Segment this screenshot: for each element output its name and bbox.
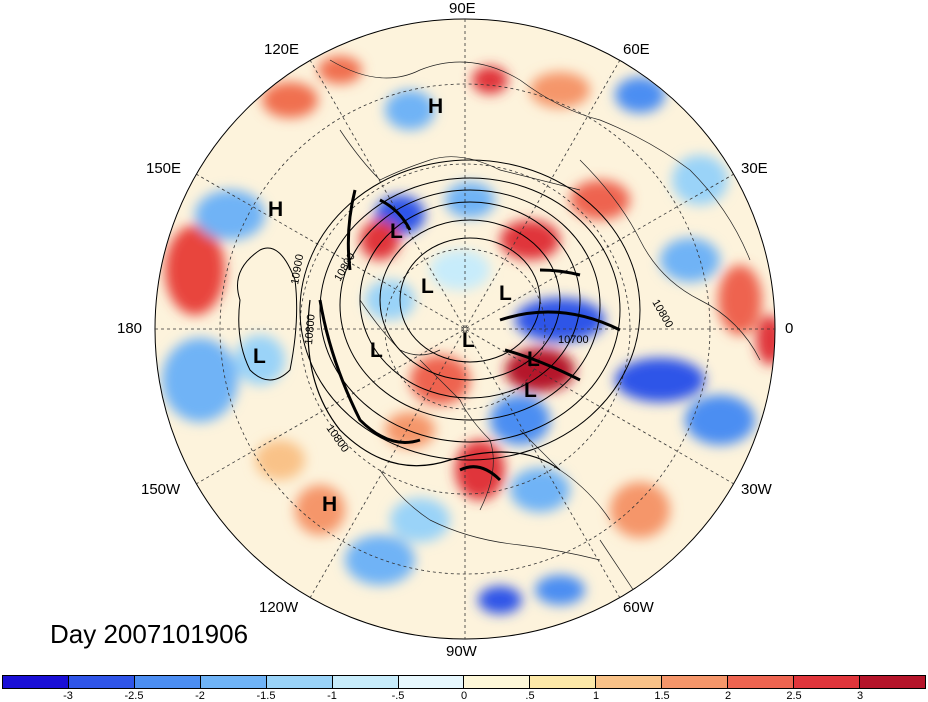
colorbar-cell xyxy=(859,676,925,688)
low-pressure-marker: L xyxy=(524,379,537,402)
low-pressure-marker: L xyxy=(370,339,383,362)
low-pressure-marker: L xyxy=(527,348,540,371)
graticule xyxy=(155,19,775,639)
colorbar-cell xyxy=(464,676,531,688)
high-pressure-marker: H xyxy=(268,198,284,221)
colorbar-cell xyxy=(332,676,399,688)
lon-label-90w: 90W xyxy=(446,643,477,660)
colorbar-tick-label: -2.5 xyxy=(124,690,144,702)
lon-label-150e: 150E xyxy=(146,160,182,177)
lon-label-60w: 60W xyxy=(623,599,654,616)
colorbar-cell xyxy=(596,676,663,688)
colorbar-tick-label: -1 xyxy=(327,690,337,702)
height-contours xyxy=(237,159,641,482)
day-label: Day 2007101906 xyxy=(50,619,249,649)
colorbar-tick-label: -1.5 xyxy=(256,690,276,702)
high-pressure-marker: H xyxy=(428,95,444,118)
colorbar-tick-label: 1 xyxy=(592,690,600,702)
colorbar-tick-label: 1.5 xyxy=(654,690,670,702)
colorbar-tick-label: -.5 xyxy=(391,690,405,702)
lon-label-0: 0 xyxy=(785,320,794,337)
colorbar-cell xyxy=(530,676,597,688)
colorbar-cell xyxy=(662,676,729,688)
colorbar-tick-label: 2.5 xyxy=(786,690,802,702)
colorbar-cell xyxy=(728,676,795,688)
contour-label: 10800 xyxy=(303,314,318,346)
contour-label: 10700 xyxy=(558,334,589,346)
low-pressure-marker: L xyxy=(462,329,475,352)
colorbar xyxy=(2,675,926,689)
colorbar-tick-label: -3 xyxy=(63,690,73,702)
lon-label-120w: 120W xyxy=(259,599,299,616)
colorbar-cell xyxy=(398,676,465,688)
colorbar-tick-label: 2 xyxy=(724,690,732,702)
lon-label-120e: 120E xyxy=(264,41,300,58)
lon-label-60e: 60E xyxy=(623,41,650,58)
lon-label-30w: 30W xyxy=(741,481,772,498)
low-pressure-marker: L xyxy=(390,220,403,243)
low-pressure-marker: L xyxy=(499,282,512,305)
colorbar-cell xyxy=(3,676,69,688)
lon-label-90e: 90E xyxy=(449,0,476,17)
colorbar-cell xyxy=(794,676,860,688)
low-pressure-marker: L xyxy=(253,345,266,368)
lon-label-150w: 150W xyxy=(141,481,181,498)
colorbar-tick-label: .5 xyxy=(525,690,535,702)
colorbar-cell xyxy=(200,676,267,688)
contour-label: 10900 xyxy=(289,253,306,285)
colorbar-tick-label: 3 xyxy=(856,690,864,702)
lon-label-30e: 30E xyxy=(741,160,768,177)
low-pressure-marker: L xyxy=(421,275,434,298)
colorbar-cell xyxy=(266,676,333,688)
high-pressure-marker: H xyxy=(322,493,338,516)
colorbar-tick-label: 0 xyxy=(460,690,468,702)
colorbar-tick-label: -2 xyxy=(195,690,205,702)
colorbar-cell xyxy=(134,676,201,688)
lon-label-180: 180 xyxy=(117,320,143,337)
colorbar-cell xyxy=(68,676,135,688)
